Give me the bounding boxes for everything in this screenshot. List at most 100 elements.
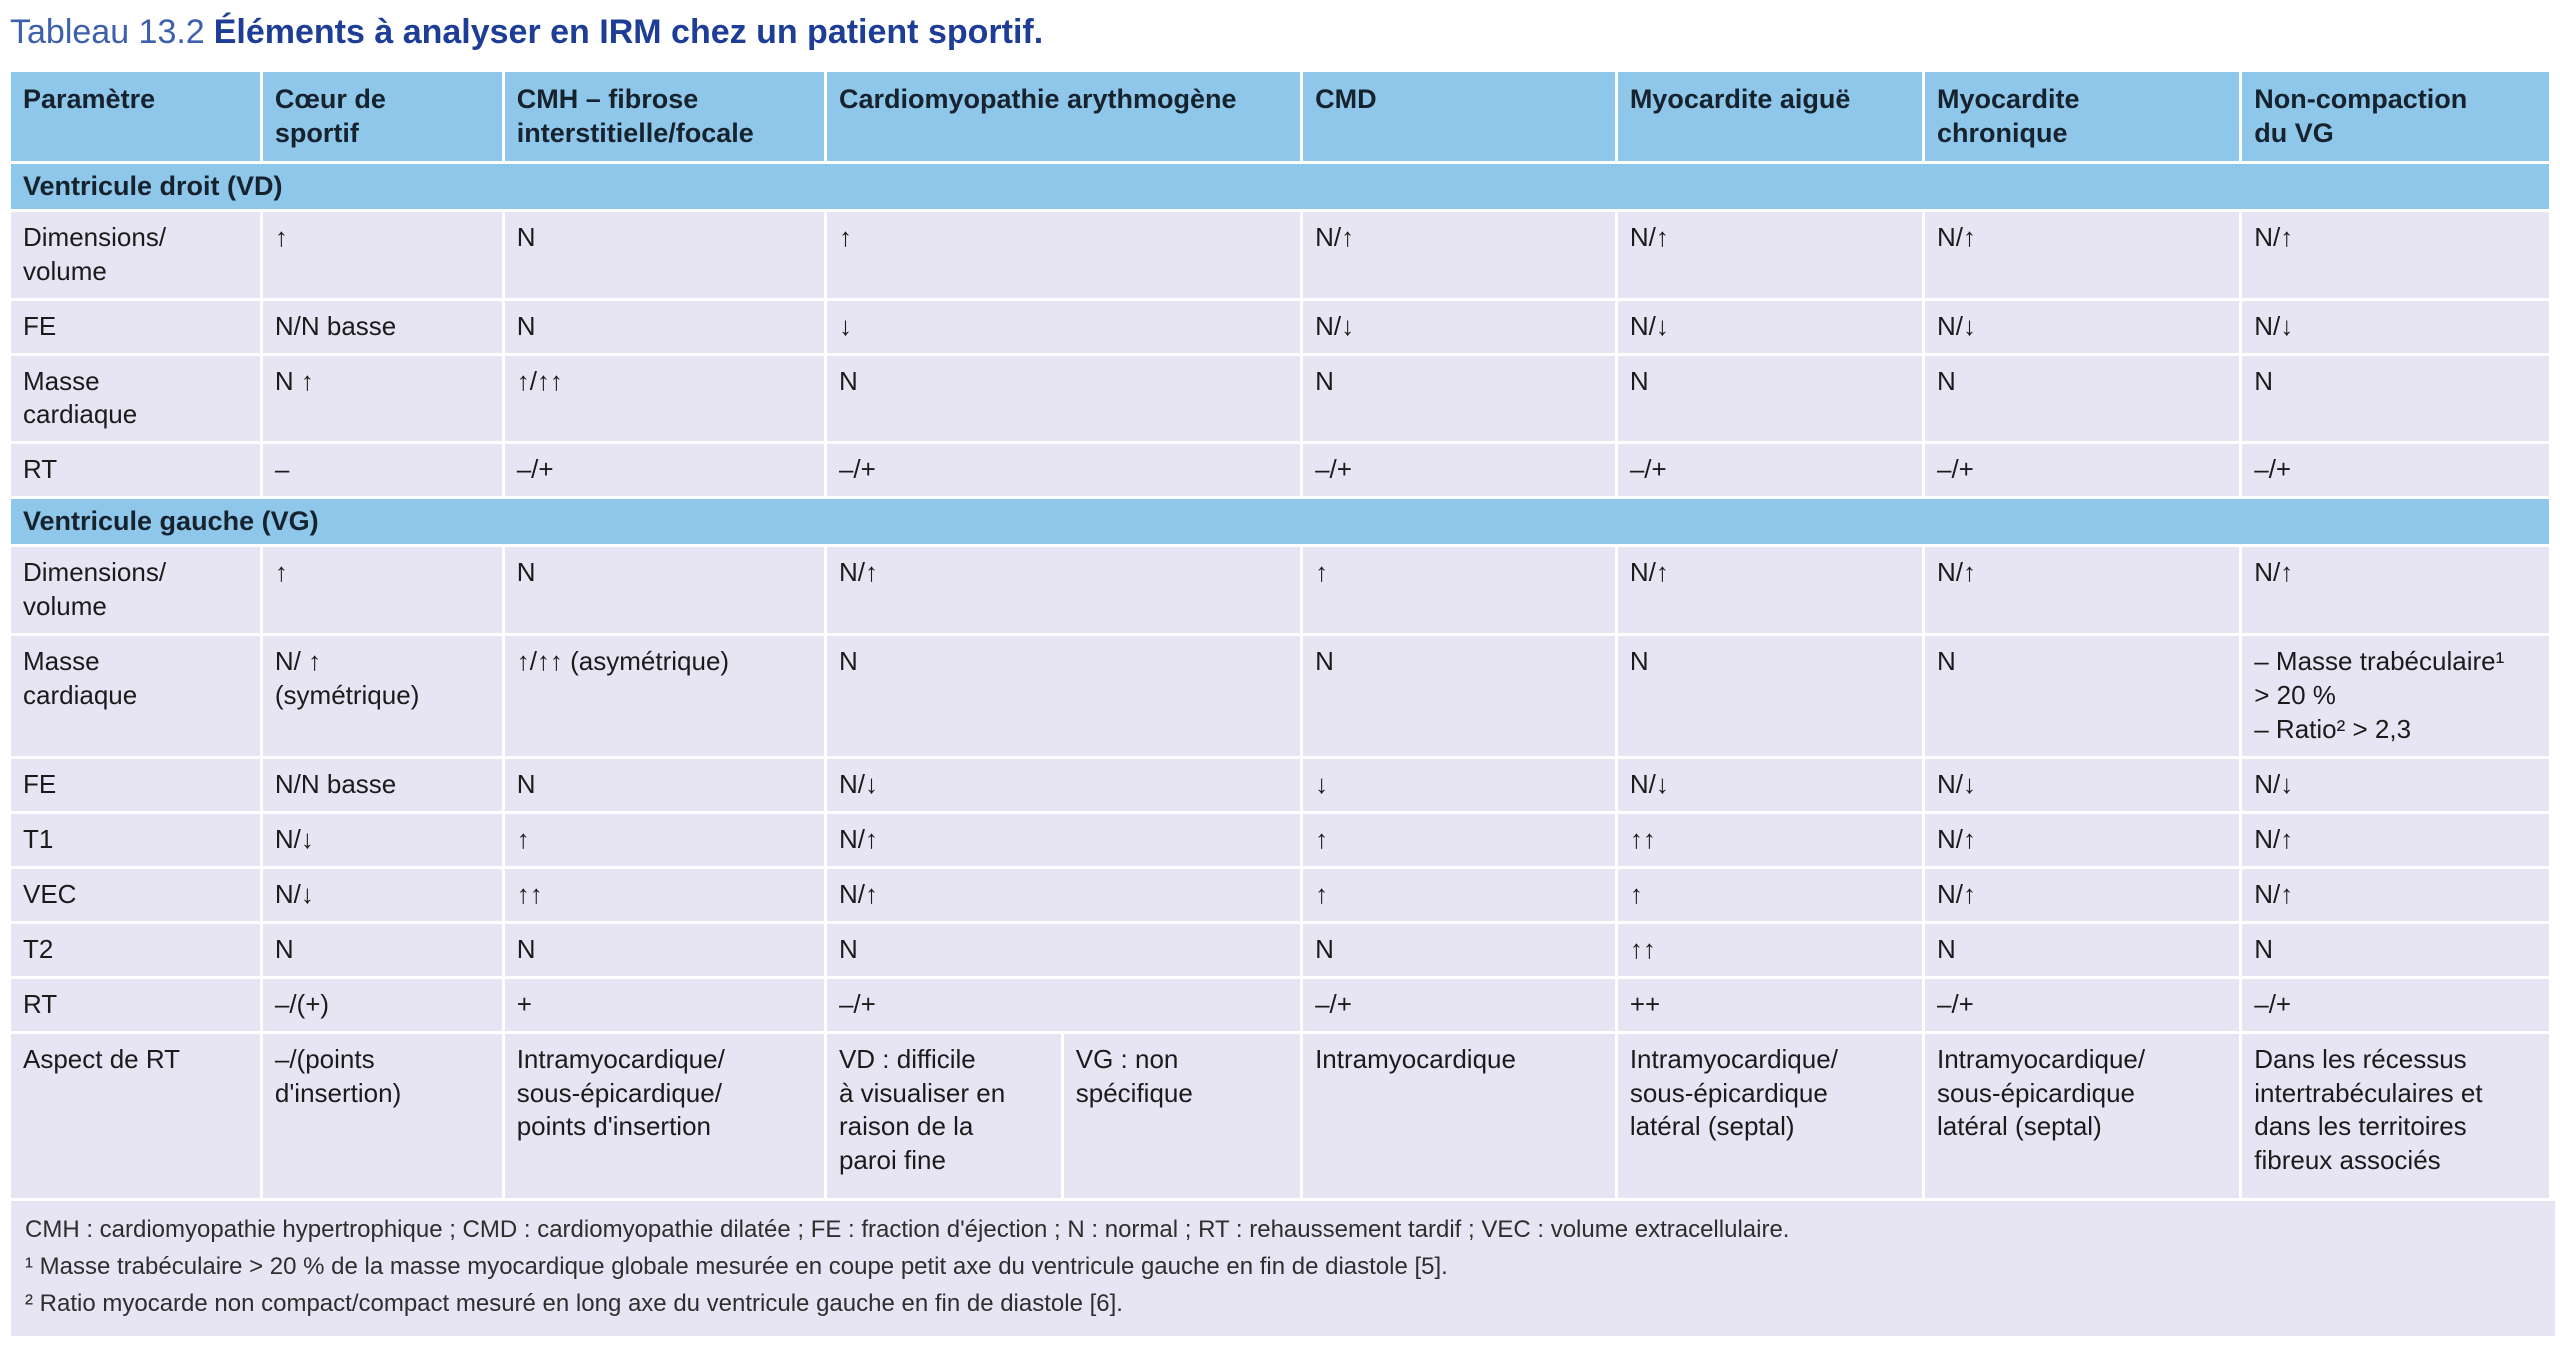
data-cell: N/↓ xyxy=(1617,759,1922,811)
col-header-coeur-de-sportif: Cœur de sportif xyxy=(262,71,502,161)
data-cell: N xyxy=(1303,636,1615,757)
data-cell: N/↑ xyxy=(1925,547,2240,634)
param-cell: VEC xyxy=(11,868,260,921)
data-cell: N xyxy=(1925,355,2240,442)
param-cell: RT xyxy=(11,978,260,1031)
data-cell: ↑ xyxy=(1303,813,1615,866)
footnote-abbreviations: CMH : cardiomyopathie hypertrophique ; C… xyxy=(25,1215,1790,1243)
data-cell: N xyxy=(504,211,824,298)
section-band-vd: Ventricule droit (VD) xyxy=(11,163,2549,209)
param-cell: T2 xyxy=(11,923,260,976)
data-cell: + xyxy=(504,978,824,1031)
footnotes: CMH : cardiomyopathie hypertrophique ; C… xyxy=(11,1200,2555,1337)
table-row: Masse cardiaque N/ ↑ (symétrique) ↑/↑↑ (… xyxy=(11,636,2549,757)
data-cell: N/↓ xyxy=(2242,759,2549,811)
data-cell: –/(+) xyxy=(262,978,502,1031)
col-header-cardiomyopathie-arythmogene: Cardiomyopathie arythmogène xyxy=(826,71,1301,161)
data-cell: N/↑ xyxy=(1925,868,2240,921)
data-cell: N xyxy=(1617,355,1922,442)
data-cell: N/↓ xyxy=(1303,300,1615,353)
col-header-myocardite-aigue: Myocardite aiguë xyxy=(1617,71,1922,161)
footnote-2: ² Ratio myocarde non compact/compact mes… xyxy=(25,1290,1123,1318)
col-header-non-compaction-vg: Non-compaction du VG xyxy=(2242,71,2549,161)
data-cell: N/↑ xyxy=(1617,547,1922,634)
col-header-cmd: CMD xyxy=(1303,71,1615,161)
param-cell: T1 xyxy=(11,813,260,866)
table-row: VEC N/↓ ↑↑ N/↑ ↑ ↑ N/↑ N/↑ xyxy=(11,868,2549,921)
data-cell: N xyxy=(504,923,824,976)
data-cell: ↑ xyxy=(826,211,1301,298)
param-cell: Masse cardiaque xyxy=(11,636,260,757)
data-cell: Intramyocardique/ sous-épicardique latér… xyxy=(1617,1033,1922,1198)
param-cell: FE xyxy=(11,759,260,811)
table-number: Tableau 13.2 xyxy=(10,13,205,51)
data-cell: N/N basse xyxy=(262,759,502,811)
data-cell: N/↑ xyxy=(2242,868,2549,921)
param-cell: Aspect de RT xyxy=(11,1033,260,1198)
table-row: T2 N N N N ↑↑ N N xyxy=(11,923,2549,976)
data-cell: N xyxy=(2242,923,2549,976)
table-title: Tableau 13.2 Éléments à analyser en IRM c… xyxy=(10,12,2552,53)
irm-analysis-table: Paramètre Cœur de sportif CMH – fibrose … xyxy=(8,68,2552,1201)
table-row: T1 N/↓ ↑ N/↑ ↑ ↑↑ N/↑ N/↑ xyxy=(11,813,2549,866)
table-caption: Éléments à analyser en IRM chez un patie… xyxy=(213,13,1044,51)
data-cell: N/↑ xyxy=(1303,211,1615,298)
data-cell: ↑↑ xyxy=(504,868,824,921)
data-cell: N/↑ xyxy=(2242,547,2549,634)
table-row: Masse cardiaque N ↑ ↑/↑↑ N N N N N xyxy=(11,355,2549,442)
data-cell: N/↑ xyxy=(826,813,1301,866)
table-row: FE N/N basse N N/↓ ↓ N/↓ N/↓ N/↓ xyxy=(11,759,2549,811)
data-cell: N/↓ xyxy=(262,868,502,921)
table-row: Dimensions/ volume ↑ N ↑ N/↑ N/↑ N/↑ N/↑ xyxy=(11,211,2549,298)
data-cell: N xyxy=(1617,636,1922,757)
data-cell: –/+ xyxy=(1925,978,2240,1031)
data-cell: N xyxy=(262,923,502,976)
col-header-myocardite-chronique: Myocardite chronique xyxy=(1925,71,2240,161)
data-cell: ↑/↑↑ xyxy=(504,355,824,442)
data-cell: N/↑ xyxy=(1925,813,2240,866)
table-row-aspect-rt: Aspect de RT –/(points d'insertion) Intr… xyxy=(11,1033,2549,1198)
data-cell: N/ ↑ (symétrique) xyxy=(262,636,502,757)
data-cell: Intramyocardique xyxy=(1303,1033,1615,1198)
data-cell: –/+ xyxy=(1617,444,1922,497)
data-cell: ↑ xyxy=(262,211,502,298)
data-cell-aspect-vg: VG : non spécifique xyxy=(1063,1033,1301,1198)
data-cell: –/+ xyxy=(826,444,1301,497)
data-cell: –/+ xyxy=(826,978,1301,1031)
table-row: RT –/(+) + –/+ –/+ ++ –/+ –/+ xyxy=(11,978,2549,1031)
data-cell: –/+ xyxy=(1925,444,2240,497)
data-cell: N/↓ xyxy=(262,813,502,866)
data-cell: N/↑ xyxy=(826,547,1301,634)
section-band-row: Ventricule gauche (VG) xyxy=(11,499,2549,545)
param-cell: Dimensions/ volume xyxy=(11,211,260,298)
param-cell: Dimensions/ volume xyxy=(11,547,260,634)
data-cell: Dans les récessus intertrabéculaires et … xyxy=(2242,1033,2549,1198)
data-cell: ↓ xyxy=(826,300,1301,353)
param-cell: Masse cardiaque xyxy=(11,355,260,442)
data-cell: N/↓ xyxy=(1925,300,2240,353)
data-cell: –/+ xyxy=(2242,444,2549,497)
table-row: FE N/N basse N ↓ N/↓ N/↓ N/↓ N/↓ xyxy=(11,300,2549,353)
data-cell: Intramyocardique/ sous-épicardique latér… xyxy=(1925,1033,2240,1198)
data-cell: N xyxy=(504,547,824,634)
data-cell: N xyxy=(1303,355,1615,442)
data-cell: ↑↑ xyxy=(1617,923,1922,976)
data-cell: N ↑ xyxy=(262,355,502,442)
section-band-row: Ventricule droit (VD) xyxy=(11,163,2549,209)
data-cell: ↓ xyxy=(1303,759,1615,811)
data-cell: N/↑ xyxy=(826,868,1301,921)
data-cell: – xyxy=(262,444,502,497)
table-row: Dimensions/ volume ↑ N N/↑ ↑ N/↑ N/↑ N/↑ xyxy=(11,547,2549,634)
data-cell: N/↓ xyxy=(826,759,1301,811)
data-cell: – Masse trabéculaire¹ > 20 % – Ratio² > … xyxy=(2242,636,2549,757)
param-cell: RT xyxy=(11,444,260,497)
col-header-parametre: Paramètre xyxy=(11,71,260,161)
data-cell: ↑ xyxy=(262,547,502,634)
data-cell-aspect-vd: VD : difficile à visualiser en raison de… xyxy=(826,1033,1061,1198)
header-row: Paramètre Cœur de sportif CMH – fibrose … xyxy=(11,71,2549,161)
data-cell: –/(points d'insertion) xyxy=(262,1033,502,1198)
data-cell: N/↑ xyxy=(1617,211,1922,298)
data-cell: N/↓ xyxy=(1617,300,1922,353)
section-band-vg: Ventricule gauche (VG) xyxy=(11,499,2549,545)
